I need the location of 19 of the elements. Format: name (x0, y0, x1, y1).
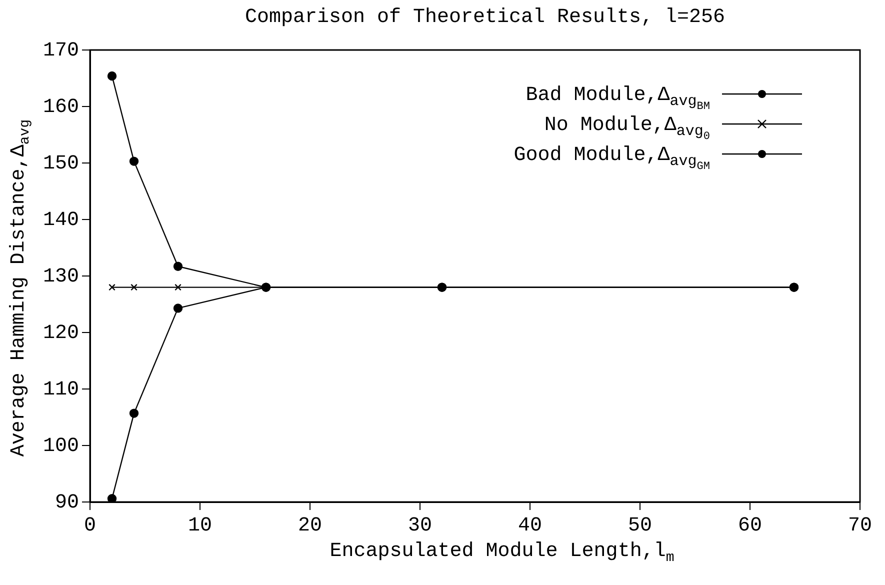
y-tick-label: 100 (42, 434, 80, 458)
chart-title: Comparison of Theoretical Results, l=256 (244, 6, 726, 29)
y-tick-label: 110 (42, 378, 80, 402)
x-tick-label: 50 (628, 514, 652, 538)
x-axis-title: Encapsulated Module Length,l$_{m}$ (328, 540, 676, 566)
x-tick-label: 40 (518, 514, 542, 538)
x-tick-label: 60 (738, 514, 762, 538)
y-tick-label: 170 (42, 39, 80, 62)
x-tick-label: 10 (188, 514, 212, 538)
x-tick-label: 0 (84, 514, 96, 538)
y-tick-label: 90 (54, 491, 80, 514)
y-tick-label: 150 (42, 152, 80, 176)
y-tick-label: 130 (42, 265, 80, 288)
x-tick-label: 70 (848, 514, 872, 538)
y-tick-label: 160 (42, 96, 80, 119)
y-tick-label: 120 (42, 322, 80, 345)
y-tick-label: 140 (42, 208, 80, 232)
x-tick-label: 20 (298, 514, 322, 538)
x-tick-label: 30 (408, 514, 432, 538)
